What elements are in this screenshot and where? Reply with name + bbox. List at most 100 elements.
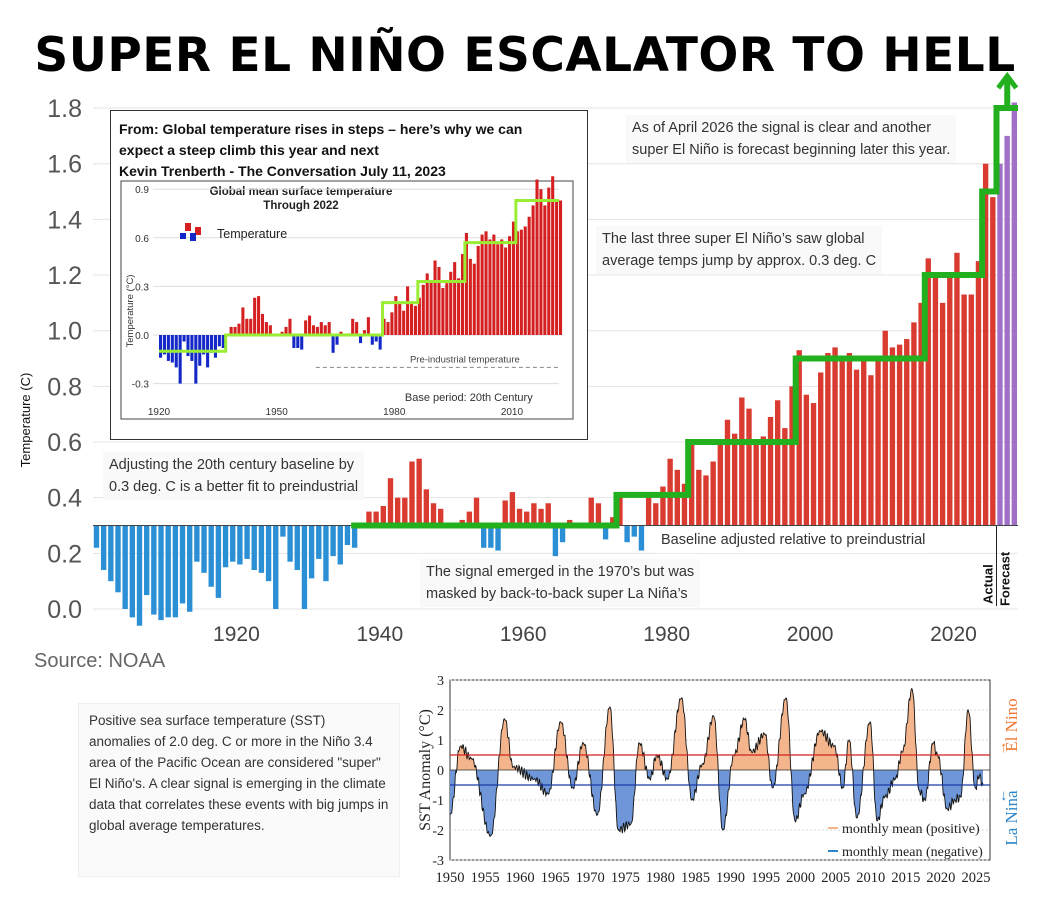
inset-bar [308, 315, 312, 335]
bar [681, 483, 688, 526]
inset-bar [417, 297, 421, 335]
bar [846, 352, 853, 526]
inset-bar [527, 216, 531, 335]
bar [330, 525, 336, 557]
y-tick-label: 0.0 [47, 596, 82, 624]
inset-x-tick-label: 2010 [501, 407, 524, 418]
y-tick-label: 0.8 [47, 373, 82, 401]
bar [337, 525, 343, 565]
inset-bar [159, 335, 163, 358]
bar [122, 525, 128, 609]
inset-bar [257, 296, 261, 335]
bar [143, 525, 150, 596]
credit-text: From: Global temperature rises in steps … [119, 119, 522, 182]
inset-bar [437, 266, 441, 335]
inset-chart: Global mean surface temperature Through 2… [120, 176, 574, 420]
bar [552, 525, 559, 557]
inset-x-tick-label: 1950 [266, 407, 289, 418]
bar [889, 347, 896, 526]
bar [932, 275, 939, 526]
inset-bar [457, 278, 461, 335]
inset-bar [355, 322, 359, 335]
y-tick-label: 0.6 [47, 429, 82, 457]
main-title: SUPER EL NIÑO ESCALATOR TO HELL [34, 28, 1016, 83]
inset-step-line [159, 199, 559, 353]
inset-bar [162, 335, 167, 355]
bar [136, 525, 143, 626]
inset-bar [366, 317, 370, 335]
bar [825, 352, 831, 526]
last-three-note-line-2: average temps jump by approx. 0.3 deg. C [602, 253, 877, 269]
inset-legend-swatch-red [195, 227, 201, 235]
inset-bar [433, 260, 437, 335]
bar [230, 525, 236, 562]
bar [925, 258, 931, 526]
inset-bar [311, 325, 316, 335]
inset-preindustrial-label: Pre-industrial temperature [410, 354, 520, 365]
inset-legend-swatch-blue [190, 233, 196, 241]
bar [524, 511, 530, 526]
inset-bar [362, 330, 367, 335]
bar [803, 394, 810, 526]
bar [416, 458, 422, 526]
bar [215, 525, 222, 598]
nino-chart-title: Nino 3.4 Sea Surface Temperature Anomaly [547, 654, 883, 675]
inset-x-tick-label: 1920 [148, 407, 171, 418]
bar [731, 433, 738, 526]
bar [129, 525, 136, 618]
inset-bar [170, 335, 174, 363]
inset-bar [429, 281, 433, 335]
inset-bar [229, 326, 233, 335]
bar [158, 525, 164, 621]
inset-bar [319, 322, 323, 335]
bar [617, 494, 623, 526]
inset-bar [500, 239, 504, 335]
bar [437, 508, 444, 526]
signal-note-line-1: The signal emerged in the 1970’s but was [426, 564, 695, 580]
inset-bar [390, 312, 394, 335]
bar [316, 525, 322, 559]
x-tick-label: 2020 [930, 623, 977, 646]
bar [559, 525, 566, 543]
inset-bar [511, 221, 516, 335]
bar [237, 525, 243, 565]
y-tick-label: 1.0 [47, 318, 82, 346]
inset-bar [468, 258, 472, 335]
bar [308, 525, 315, 579]
inset-bar [386, 322, 390, 335]
bar [287, 525, 293, 562]
inset-bar [288, 318, 292, 335]
bar [746, 408, 752, 526]
inset-bar [535, 179, 539, 335]
inset-bar [555, 200, 559, 335]
bar [201, 525, 207, 573]
bar [918, 302, 924, 526]
bar [861, 361, 867, 526]
bar [896, 344, 903, 526]
inset-bar [484, 231, 488, 335]
adjust-note: Adjusting the 20th century baseline by 0… [103, 452, 365, 500]
bar [258, 525, 265, 573]
bar [344, 525, 351, 545]
sst-note: Positive sea surface temperature (SST) a… [78, 703, 400, 877]
inset-bar [339, 331, 343, 335]
bar [509, 492, 516, 526]
bar [172, 525, 179, 618]
inset-bar [378, 335, 382, 350]
bar [717, 439, 724, 526]
credit-line-2: expect a steep climb this year and next [119, 142, 379, 158]
source-label: Source: NOAA [34, 650, 166, 672]
bar [997, 163, 1003, 526]
x-tick-label: 1980 [643, 623, 690, 646]
inset-bar [315, 326, 319, 335]
bar [782, 428, 788, 526]
inset-bar [327, 322, 331, 335]
bar [481, 525, 487, 548]
bar [380, 506, 386, 526]
inset-bar [233, 326, 237, 335]
bar [724, 419, 731, 526]
inset-bar [504, 247, 508, 335]
inset-y-tick-label: -0.3 [132, 380, 150, 391]
inset-bar [531, 205, 535, 335]
y-tick-label: 1.6 [47, 151, 82, 179]
